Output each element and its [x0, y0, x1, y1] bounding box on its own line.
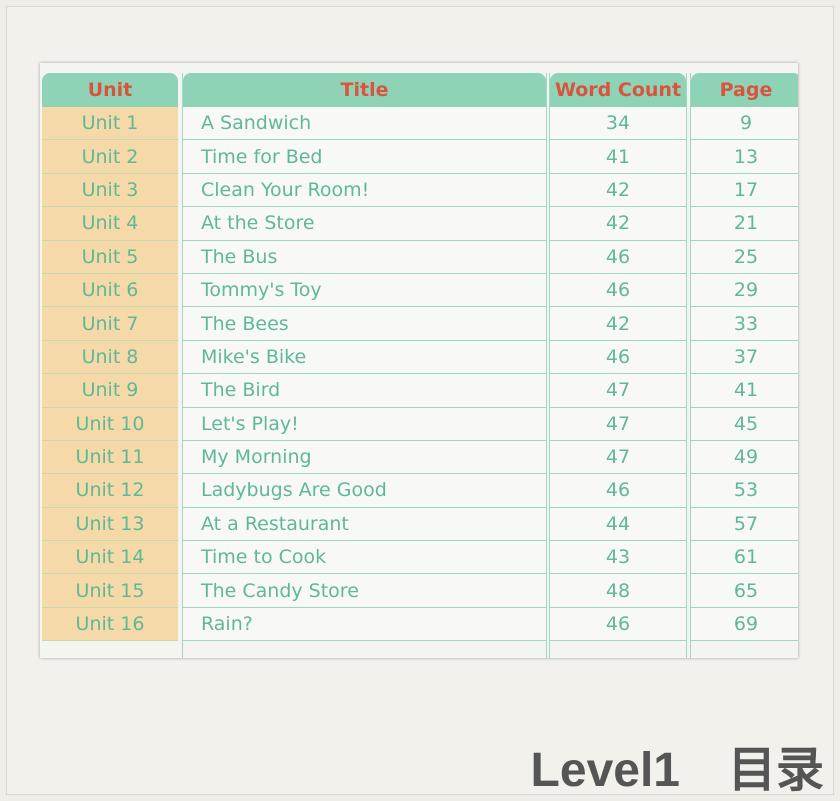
- word-count-cell: 48: [550, 574, 686, 608]
- page-cell: 37: [691, 340, 798, 375]
- word-count-cell: 47: [550, 374, 686, 408]
- word-count-cell: 46: [550, 340, 686, 375]
- unit-cell: Unit 13: [42, 507, 178, 542]
- page-cell: 41: [691, 374, 798, 408]
- word-count-header: Word Count: [550, 73, 686, 107]
- unit-cell: Unit 10: [42, 407, 178, 441]
- title-cell: The Bees: [183, 307, 546, 341]
- title-header: Title: [183, 73, 546, 107]
- page-cell: 65: [691, 574, 798, 608]
- word-count-cell: 34: [550, 107, 686, 141]
- unit-cell: Unit 9: [42, 374, 178, 408]
- unit-header: Unit: [42, 73, 178, 107]
- unit-cell: Unit 14: [42, 541, 178, 575]
- page-cell: 17: [691, 173, 798, 208]
- level-label: Level1: [530, 744, 680, 797]
- page-cell: 25: [691, 240, 798, 274]
- title-cell: At a Restaurant: [183, 507, 546, 542]
- word-count-cell: 46: [550, 240, 686, 274]
- title-cell: The Bus: [183, 240, 546, 274]
- word-count-cell: 46: [550, 607, 686, 642]
- title-cell: The Candy Store: [183, 574, 546, 608]
- page-cell: 45: [691, 407, 798, 441]
- title-cell: My Morning: [183, 440, 546, 475]
- unit-cell: Unit 1: [42, 107, 178, 141]
- unit-cell: Unit 2: [42, 140, 178, 174]
- unit-cell: Unit 11: [42, 440, 178, 475]
- word-count-cell: 47: [550, 440, 686, 475]
- word-count-cell: 44: [550, 507, 686, 542]
- unit-cell: Unit 16: [42, 607, 178, 642]
- unit-cell: Unit 5: [42, 240, 178, 274]
- title-cell: Clean Your Room!: [183, 173, 546, 208]
- word-count-cell: 42: [550, 173, 686, 208]
- unit-cell: Unit 15: [42, 574, 178, 608]
- page-cell: 53: [691, 474, 798, 508]
- title-cell: At the Store: [183, 207, 546, 241]
- page-cell: 69: [691, 607, 798, 642]
- title-cell: Let's Play!: [183, 407, 546, 441]
- title-cell: Mike's Bike: [183, 340, 546, 375]
- word-count-column: Word Count 34 41 42 42 46 46 42 46 47 47 47 46 44 43 4…: [549, 73, 687, 658]
- page-column: Page 9 13 17 21 25 29 33 37 41 45 49 53 57 61 65 69: [690, 73, 798, 658]
- title-cell: Tommy's Toy: [183, 273, 546, 308]
- word-count-cell: 42: [550, 207, 686, 241]
- title-cell: The Bird: [183, 374, 546, 408]
- page-cell: 13: [691, 140, 798, 174]
- word-count-cell: 46: [550, 474, 686, 508]
- unit-cell: Unit 6: [42, 273, 178, 308]
- unit-cell: Unit 3: [42, 173, 178, 208]
- page-cell: 49: [691, 440, 798, 475]
- title-cell: Time for Bed: [183, 140, 546, 174]
- table-of-contents-photo: Unit Unit 1 Unit 2 Unit 3 Unit 4 Unit 5 Unit …: [40, 63, 798, 658]
- page-cell: 57: [691, 507, 798, 542]
- title-cell: Time to Cook: [183, 541, 546, 575]
- page-cell: 21: [691, 207, 798, 241]
- word-count-cell: 43: [550, 541, 686, 575]
- word-count-cell: 46: [550, 273, 686, 308]
- word-count-cell: 42: [550, 307, 686, 341]
- toc-label: 目录: [727, 744, 824, 797]
- page-header: Page: [691, 73, 798, 107]
- word-count-cell: 41: [550, 140, 686, 174]
- page-cell: 9: [691, 107, 798, 141]
- unit-cell: Unit 12: [42, 474, 178, 508]
- title-cell: Ladybugs Are Good: [183, 474, 546, 508]
- page-cell: 29: [691, 273, 798, 308]
- title-cell: Rain?: [183, 607, 546, 642]
- word-count-cell: 47: [550, 407, 686, 441]
- footer-caption: Level1 目录: [531, 730, 824, 800]
- unit-column: Unit Unit 1 Unit 2 Unit 3 Unit 4 Unit 5 Unit …: [42, 73, 178, 658]
- title-column: Title A Sandwich Time for Bed Clean Your R…: [182, 73, 547, 658]
- unit-cell: Unit 8: [42, 340, 178, 375]
- unit-cell: Unit 7: [42, 307, 178, 341]
- page-cell: 33: [691, 307, 798, 341]
- page-cell: 61: [691, 541, 798, 575]
- title-cell: A Sandwich: [183, 107, 546, 141]
- unit-cell: Unit 4: [42, 207, 178, 241]
